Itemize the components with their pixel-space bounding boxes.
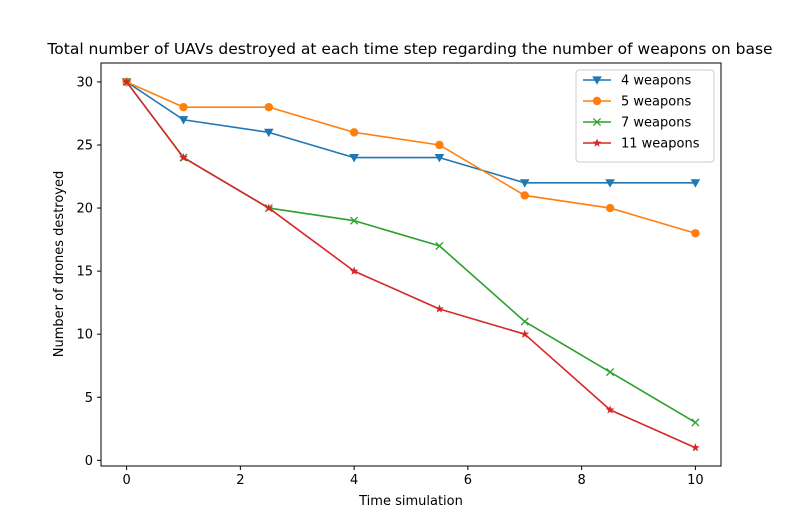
data-point-4-weapons: [178, 116, 189, 125]
series-line-5-weapons: [126, 81, 696, 235]
data-point-4-weapons: [519, 179, 530, 188]
legend-marker: [592, 76, 602, 85]
legend-entry-5-weapons: 5 weapons: [583, 95, 691, 110]
data-point-5-weapons: [435, 140, 444, 150]
data-point-5-weapons: [179, 102, 188, 112]
series-4-weapons: [121, 78, 701, 188]
legend-marker: [592, 117, 602, 127]
data-point-11-weapons: [435, 304, 444, 313]
legend-marker: [592, 138, 602, 147]
data-point-11-weapons: [605, 405, 615, 414]
y-tick-label: 25: [76, 138, 93, 153]
y-tick-label: 5: [85, 391, 93, 406]
y-tick-label: 0: [85, 454, 93, 469]
data-point-11-weapons: [122, 77, 131, 86]
legend-entry-11-weapons: 11 weapons: [583, 137, 700, 152]
data-point-5-weapons: [605, 203, 615, 213]
data-point-11-weapons: [520, 329, 530, 338]
series-line-11-weapons: [125, 81, 696, 449]
x-tick-label: 10: [687, 473, 704, 488]
data-point-11-weapons: [349, 266, 359, 275]
plot-frame: [100, 62, 722, 467]
legend: 4 weapons 5 weapons 7 weapons 11 weapons: [575, 69, 715, 163]
data-point-11-weapons: [691, 443, 700, 452]
y-tick-label: 20: [76, 202, 93, 217]
y-tick-label: 10: [76, 328, 93, 343]
data-point-4-weapons: [690, 179, 701, 188]
data-point-5-weapons: [349, 128, 359, 137]
series-line-4-weapons: [126, 81, 696, 184]
data-point-7-weapons: [691, 418, 700, 427]
data-point-4-weapons: [605, 179, 615, 188]
y-axis-label: Number of drones destroyed: [52, 171, 67, 358]
legend-label: 5 weapons: [621, 95, 691, 110]
legend-label: 11 weapons: [621, 137, 700, 152]
x-axis-label: Time simulation: [358, 494, 463, 509]
series-11-weapons: [122, 77, 700, 452]
data-point-7-weapons: [350, 216, 359, 225]
axis-ticks: 0 2 4 6 8 10 0 5 10 15 20 25 30: [76, 75, 703, 488]
y-tick-label: 15: [76, 265, 93, 280]
data-point-5-weapons: [691, 229, 700, 238]
data-point-7-weapons: [520, 317, 529, 326]
x-tick-label: 2: [236, 473, 244, 488]
x-tick-label: 0: [122, 473, 130, 488]
data-point-5-weapons: [520, 191, 529, 200]
data-point-4-weapons: [434, 154, 445, 163]
x-tick-label: 4: [350, 473, 358, 488]
data-point-7-weapons: [435, 241, 444, 250]
legend-box: [575, 69, 715, 163]
data-point-11-weapons: [264, 203, 274, 212]
legend-marker: [592, 96, 602, 106]
data-point-5-weapons: [264, 102, 273, 112]
legend-label: 4 weapons: [621, 74, 691, 89]
chart-title: Total number of UAVs destroyed at each t…: [46, 40, 772, 58]
x-tick-label: 6: [464, 473, 472, 488]
x-tick-label: 8: [578, 473, 586, 488]
data-point-11-weapons: [179, 153, 188, 162]
data-point-7-weapons: [606, 367, 615, 377]
legend-label: 7 weapons: [621, 116, 691, 131]
series-layer: [121, 77, 701, 452]
legend-entry-7-weapons: 7 weapons: [583, 116, 691, 131]
data-point-4-weapons: [263, 128, 274, 138]
data-point-4-weapons: [349, 154, 359, 163]
series-5-weapons: [122, 77, 700, 238]
y-tick-label: 30: [76, 75, 93, 90]
legend-entry-4-weapons: 4 weapons: [583, 74, 691, 89]
